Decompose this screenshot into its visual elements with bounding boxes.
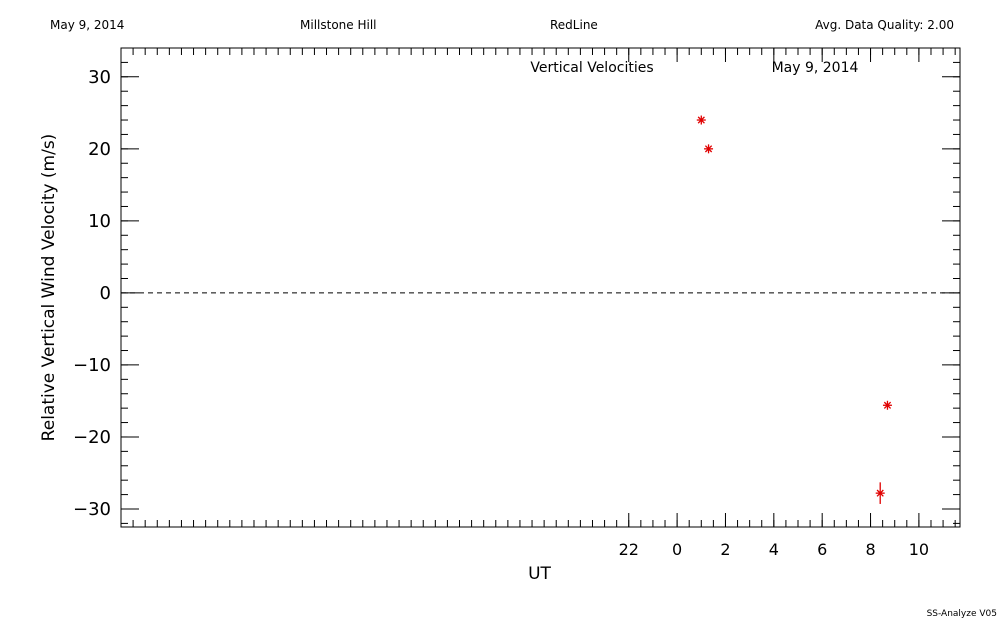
data-points <box>696 115 892 504</box>
header-data-quality: Avg. Data Quality: 2.00 <box>815 18 954 32</box>
header-site: Millstone Hill <box>300 18 377 32</box>
x-tick-label: 22 <box>619 540 639 559</box>
data-point <box>882 400 892 410</box>
y-tick-label: 10 <box>88 211 111 232</box>
x-tick-label: 2 <box>720 540 730 559</box>
y-tick-label: 0 <box>100 283 111 304</box>
software-version: SS-Analyze V05 <box>926 609 997 619</box>
data-point <box>704 144 714 154</box>
minor-ticks <box>120 47 960 527</box>
tick-labels: 22 0 2 4 6 8 10 30 20 10 0 −10 −20 −30 <box>73 67 929 559</box>
x-axis-label: UT <box>528 564 551 584</box>
y-axis-label: Relative Vertical Wind Velocity (m/s) <box>39 134 59 442</box>
plot-frame <box>120 47 961 528</box>
major-ticks <box>121 48 960 527</box>
chart-title-date: May 9, 2014 <box>772 60 859 76</box>
y-tick-label: 30 <box>88 67 111 88</box>
header-instrument: RedLine <box>550 18 598 32</box>
x-tick-label: 6 <box>817 540 827 559</box>
y-tick-label: −20 <box>73 427 111 448</box>
header-date: May 9, 2014 <box>50 18 125 32</box>
x-tick-label: 4 <box>769 540 779 559</box>
x-tick-label: 8 <box>865 540 875 559</box>
x-tick-label: 0 <box>672 540 682 559</box>
chart-title: Vertical Velocities <box>530 60 653 76</box>
x-tick-label: 10 <box>909 540 929 559</box>
data-point <box>696 115 706 125</box>
y-tick-label: 20 <box>88 139 111 160</box>
data-point <box>875 482 885 504</box>
y-tick-label: −10 <box>73 355 111 376</box>
y-tick-label: −30 <box>73 499 111 520</box>
